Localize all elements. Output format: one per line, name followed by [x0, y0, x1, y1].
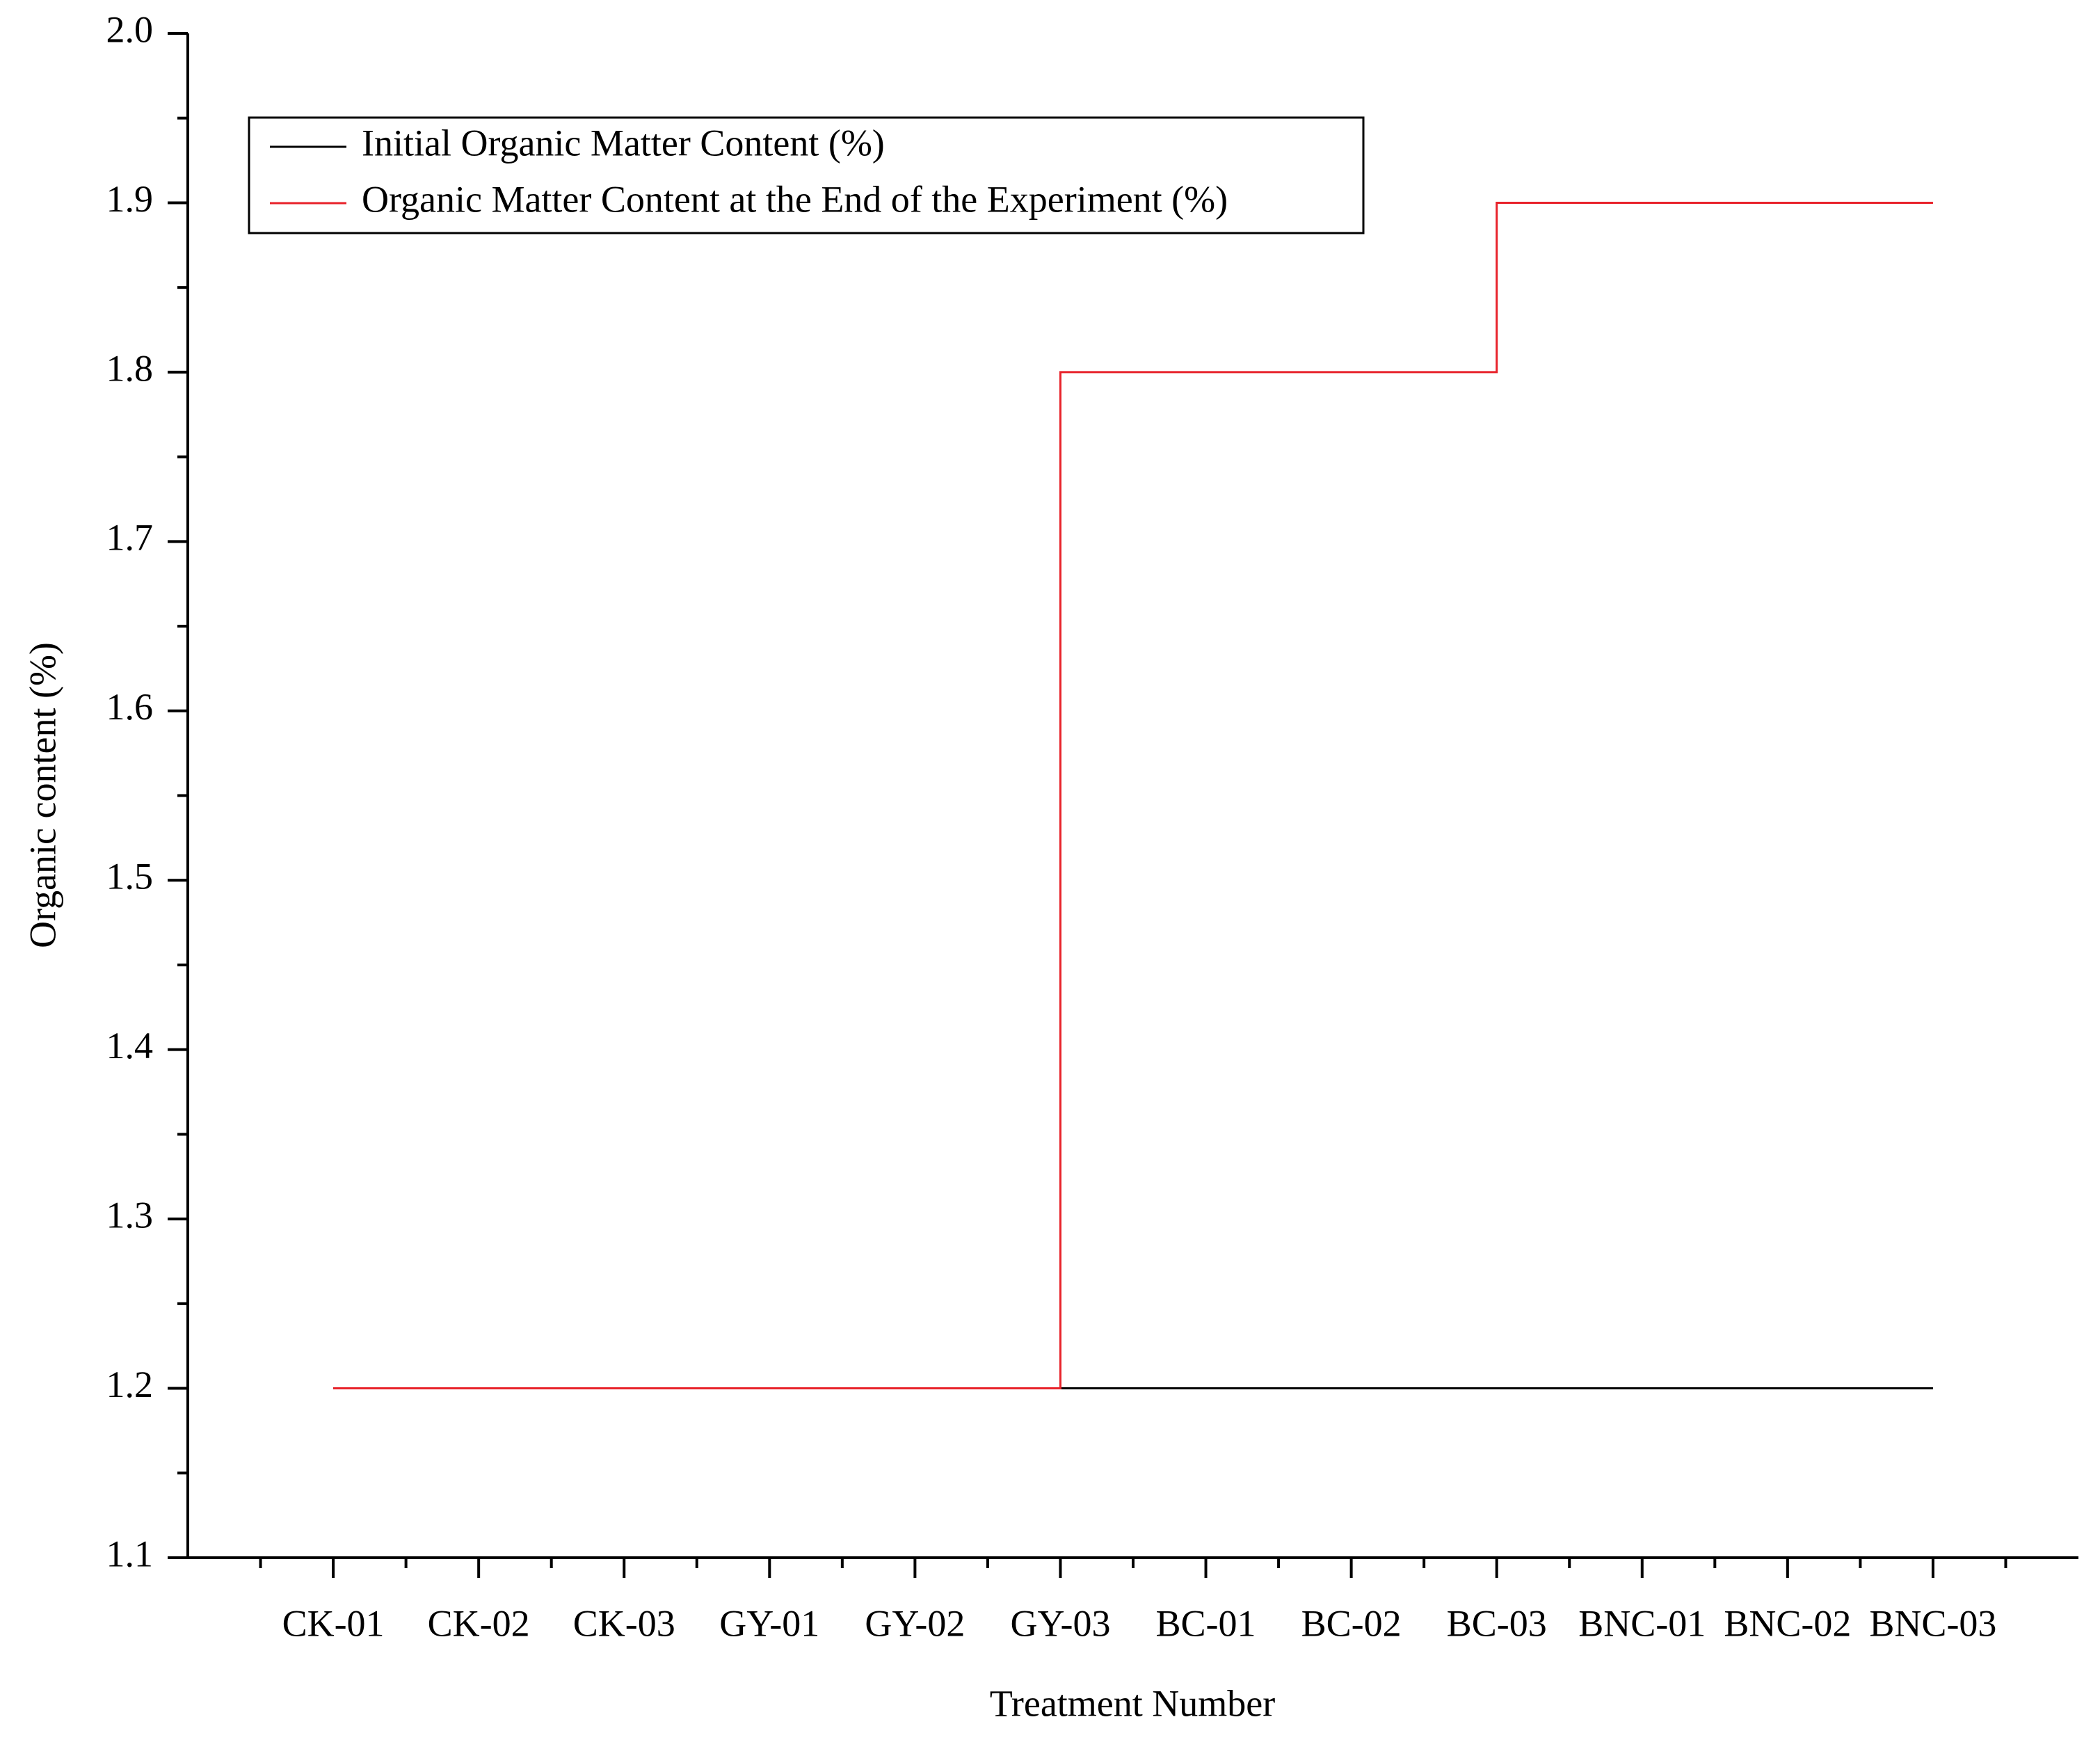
y-tick-label: 1.8	[106, 347, 154, 389]
x-axis-label: Treatment Number	[990, 1682, 1275, 1724]
legend-label: Initial Organic Matter Content (%)	[362, 122, 885, 163]
y-tick-label: 1.3	[106, 1195, 154, 1236]
y-tick-label: 1.4	[106, 1025, 154, 1067]
x-tick-label: BNC-01	[1578, 1602, 1706, 1644]
series-line	[333, 201, 1933, 1390]
x-tick-label: GY-03	[1010, 1602, 1110, 1644]
y-tick-label: 1.2	[106, 1364, 154, 1405]
x-tick-label: BNC-03	[1869, 1602, 1996, 1644]
y-tick-label: 1.7	[106, 517, 154, 559]
legend-label: Organic Matter Content at the End of the…	[362, 178, 1228, 220]
x-tick-label: BC-01	[1156, 1602, 1256, 1644]
x-tick-label: BC-02	[1301, 1602, 1402, 1644]
y-tick-label: 1.1	[106, 1533, 154, 1574]
y-axis-label: Organic content (%)	[22, 642, 63, 948]
x-tick-label: CK-03	[573, 1602, 675, 1644]
x-tick-label: GY-02	[865, 1602, 965, 1644]
x-tick-label: CK-02	[428, 1602, 530, 1644]
legend-box	[248, 116, 1365, 234]
y-tick-label: 1.6	[106, 686, 154, 728]
x-tick-label: GY-01	[719, 1602, 819, 1644]
y-tick-label: 2.0	[106, 8, 154, 50]
x-tick-label: CK-01	[282, 1602, 385, 1644]
x-tick-label: BC-03	[1447, 1602, 1547, 1644]
y-tick-label: 1.9	[106, 178, 154, 220]
y-tick-label: 1.5	[106, 856, 154, 897]
x-tick-label: BNC-02	[1724, 1602, 1851, 1644]
